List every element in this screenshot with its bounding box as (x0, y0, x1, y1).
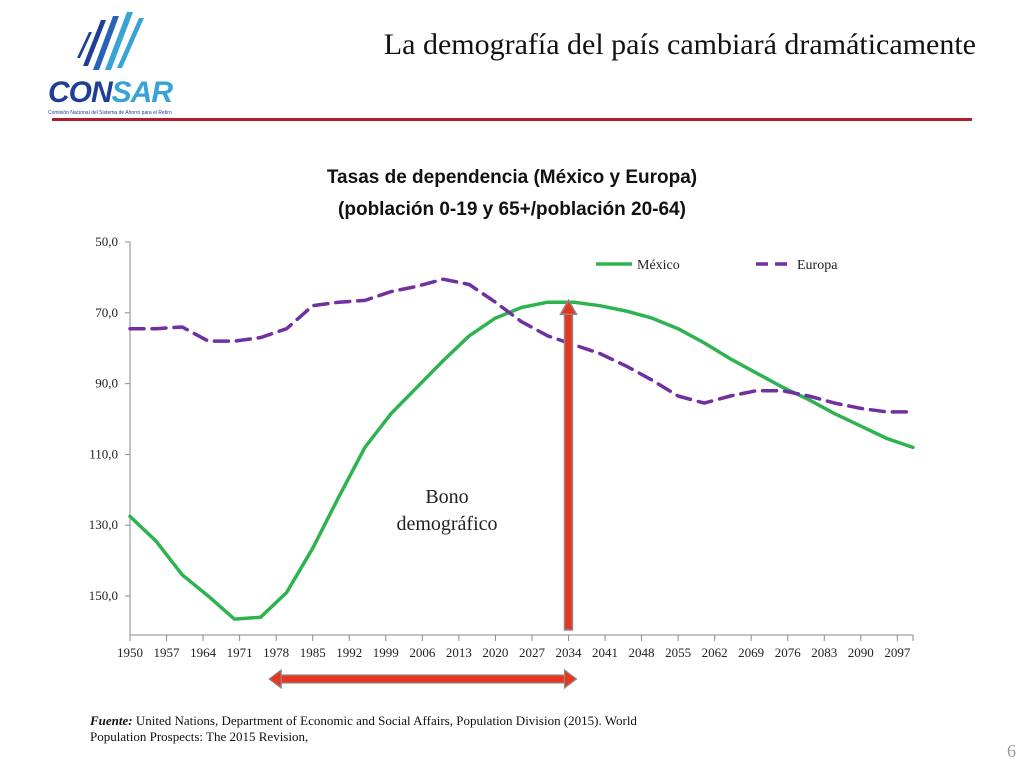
slide-title: La demografía del país cambiará dramátic… (383, 28, 976, 61)
x-tick-label: 1999 (373, 645, 399, 660)
horizontal-arrow-shaft (278, 674, 568, 684)
dependency-ratio-chart: 50,0 70,0 90,0 110,0 130,0 150,0 1950 1957 1964 1… (89, 234, 915, 690)
x-tick-label: 2062 (702, 645, 728, 660)
vertical-arrow-head (559, 298, 578, 315)
x-tick-label: 2027 (519, 645, 546, 660)
y-tick-label: 110,0 (89, 446, 118, 461)
x-tick-label: 1957 (154, 645, 181, 660)
logo-subtitle: Comisión Nacional del Sistema de Ahorro … (48, 110, 172, 116)
x-tick-label: 1971 (227, 645, 253, 660)
chart-title-block: Tasas de dependencia (México y Europa) (… (0, 162, 1024, 226)
y-tick-label: 70,0 (95, 305, 118, 320)
x-tick-label: 2090 (848, 645, 874, 660)
x-tick-label: 2083 (811, 645, 837, 660)
consar-logo-mark-icon (77, 12, 144, 70)
x-tick-label: 1964 (190, 645, 217, 660)
x-tick-label: 2048 (629, 645, 655, 660)
logo-wordmark: CONSAR (48, 76, 173, 109)
x-tick-label: 2034 (555, 645, 582, 660)
bono-annotation: Bono demográfico (372, 484, 522, 538)
page-number: 6 (1007, 741, 1016, 761)
title-divider (52, 118, 972, 121)
series-line-mexico (128, 300, 915, 621)
consar-logo: CONSAR Comisión Nacional del Sistema de … (45, 8, 180, 116)
bono-annotation-line2: demográfico (396, 513, 498, 535)
y-tick-label: 90,0 (95, 376, 118, 391)
footnote-text: United Nations, Department of Economic a… (90, 713, 637, 744)
x-tick-label: 1950 (117, 645, 143, 660)
footnote-label: Fuente: (90, 713, 133, 728)
x-tick-label: 2006 (409, 645, 436, 660)
chart-title: Tasas de dependencia (México y Europa) (326, 167, 698, 188)
x-tick-label: 1992 (336, 645, 362, 660)
x-tick-label: 2013 (446, 645, 472, 660)
x-tick-label: 2020 (482, 645, 508, 660)
horizontal-arrow-head-right (563, 668, 578, 690)
bono-annotation-line1: Bono (425, 486, 469, 508)
chart-subtitle: (población 0-19 y 65+/población 20-64) (338, 199, 686, 220)
x-tick-label: 2055 (665, 645, 691, 660)
x-tick-label: 2069 (738, 645, 764, 660)
y-tick-label: 150,0 (89, 588, 118, 603)
x-tick-label: 1978 (263, 645, 289, 660)
legend-label: Europa (797, 258, 838, 273)
vertical-arrow-shaft (563, 311, 574, 631)
y-tick-label: 50,0 (95, 234, 118, 249)
x-tick-label: 2041 (592, 645, 618, 660)
legend-label: México (637, 258, 680, 273)
x-tick-label: 2097 (884, 645, 911, 660)
horizontal-arrow-head-left (268, 668, 282, 690)
y-tick-label: 130,0 (89, 517, 118, 532)
series-line-europa (128, 277, 915, 414)
x-tick-label: 2076 (775, 645, 802, 660)
source-footnote: Fuente: United Nations, Department of Ec… (90, 713, 650, 745)
x-tick-label: 1985 (300, 645, 326, 660)
